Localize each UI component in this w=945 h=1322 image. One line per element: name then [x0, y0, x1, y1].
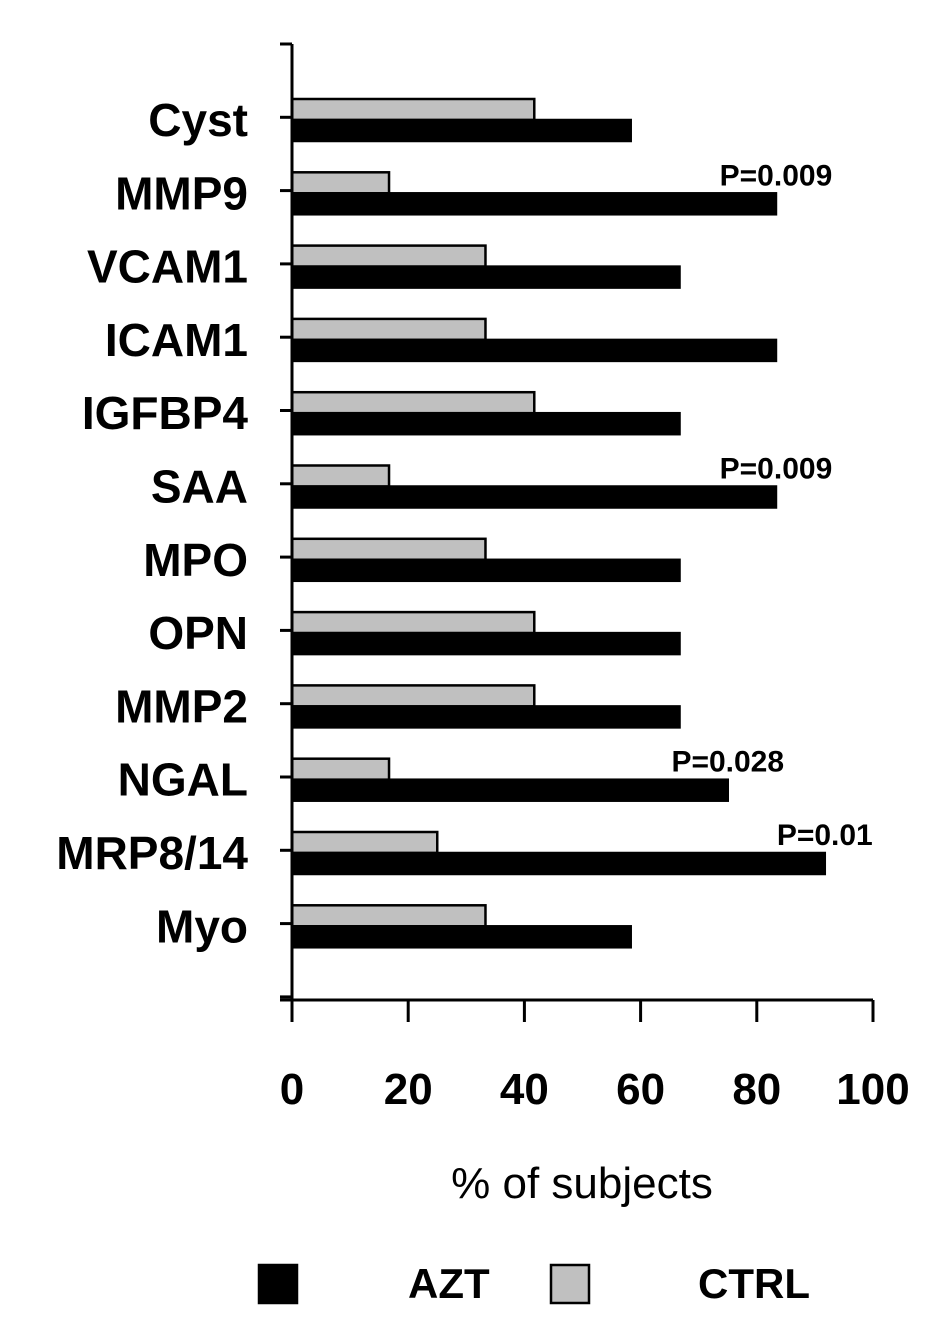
bar-azt — [290, 778, 729, 802]
legend-swatch-ctrl — [549, 1263, 591, 1305]
bar-ctrl — [290, 684, 536, 708]
bar-azt — [290, 558, 681, 583]
p-value-annotation: P=0.009 — [720, 159, 833, 192]
bar-azt — [290, 705, 681, 729]
bar-azt — [290, 265, 681, 289]
bar-ctrl — [290, 757, 391, 781]
bar-ctrl — [290, 317, 487, 342]
p-value-annotation: P=0.028 — [671, 746, 784, 779]
bar-azt — [290, 192, 778, 216]
bar-azt — [290, 925, 632, 949]
bar-ctrl — [290, 904, 487, 928]
bar-azt — [290, 485, 778, 509]
category-label: Cyst — [148, 94, 248, 146]
bar-ctrl — [290, 390, 536, 415]
bar-ctrl — [290, 610, 536, 635]
x-tick-label: 100 — [836, 1065, 909, 1114]
legend-label-azt: AZT — [408, 1260, 490, 1307]
bar-azt — [290, 411, 681, 436]
category-label: MPO — [143, 534, 248, 586]
x-tick-label: 80 — [732, 1065, 781, 1114]
bar-azt — [290, 631, 681, 656]
x-tick-label: 0 — [280, 1065, 304, 1114]
category-label: NGAL — [118, 754, 248, 806]
bar-ctrl — [290, 97, 536, 122]
legend-swatch-azt — [257, 1263, 299, 1305]
bar-ctrl — [290, 464, 391, 488]
bar-ctrl — [290, 171, 391, 195]
category-label: MMP9 — [115, 167, 248, 219]
x-tick-label: 40 — [500, 1065, 549, 1114]
p-value-annotation: P=0.01 — [777, 819, 873, 852]
category-label: ICAM1 — [105, 314, 248, 366]
bar-ctrl — [290, 537, 487, 562]
p-value-annotation: P=0.009 — [720, 453, 833, 486]
bar-azt — [290, 338, 778, 363]
x-tick-label: 60 — [616, 1065, 665, 1114]
category-label: VCAM1 — [87, 241, 248, 293]
bar-ctrl — [290, 830, 439, 855]
plot-area: Cyst MMP9 VCAM1 ICAM1 IGFBP4 SAA MPO OPN MMP2 NGA… — [56, 42, 910, 1114]
legend-label-ctrl: CTRL — [698, 1260, 810, 1307]
category-label: SAA — [151, 461, 248, 513]
bar-ctrl — [290, 244, 487, 268]
legend: AZT CTRL — [257, 1260, 810, 1307]
category-label: MMP2 — [115, 680, 248, 732]
x-axis-title: % of subjects — [451, 1159, 713, 1208]
category-label: MRP8/14 — [56, 827, 248, 879]
x-tick-label: 20 — [384, 1065, 433, 1114]
category-label: IGFBP4 — [82, 387, 249, 439]
category-label: OPN — [148, 607, 248, 659]
category-label: Myo — [156, 900, 248, 952]
bar-azt — [290, 118, 632, 143]
bar-azt — [290, 851, 827, 876]
